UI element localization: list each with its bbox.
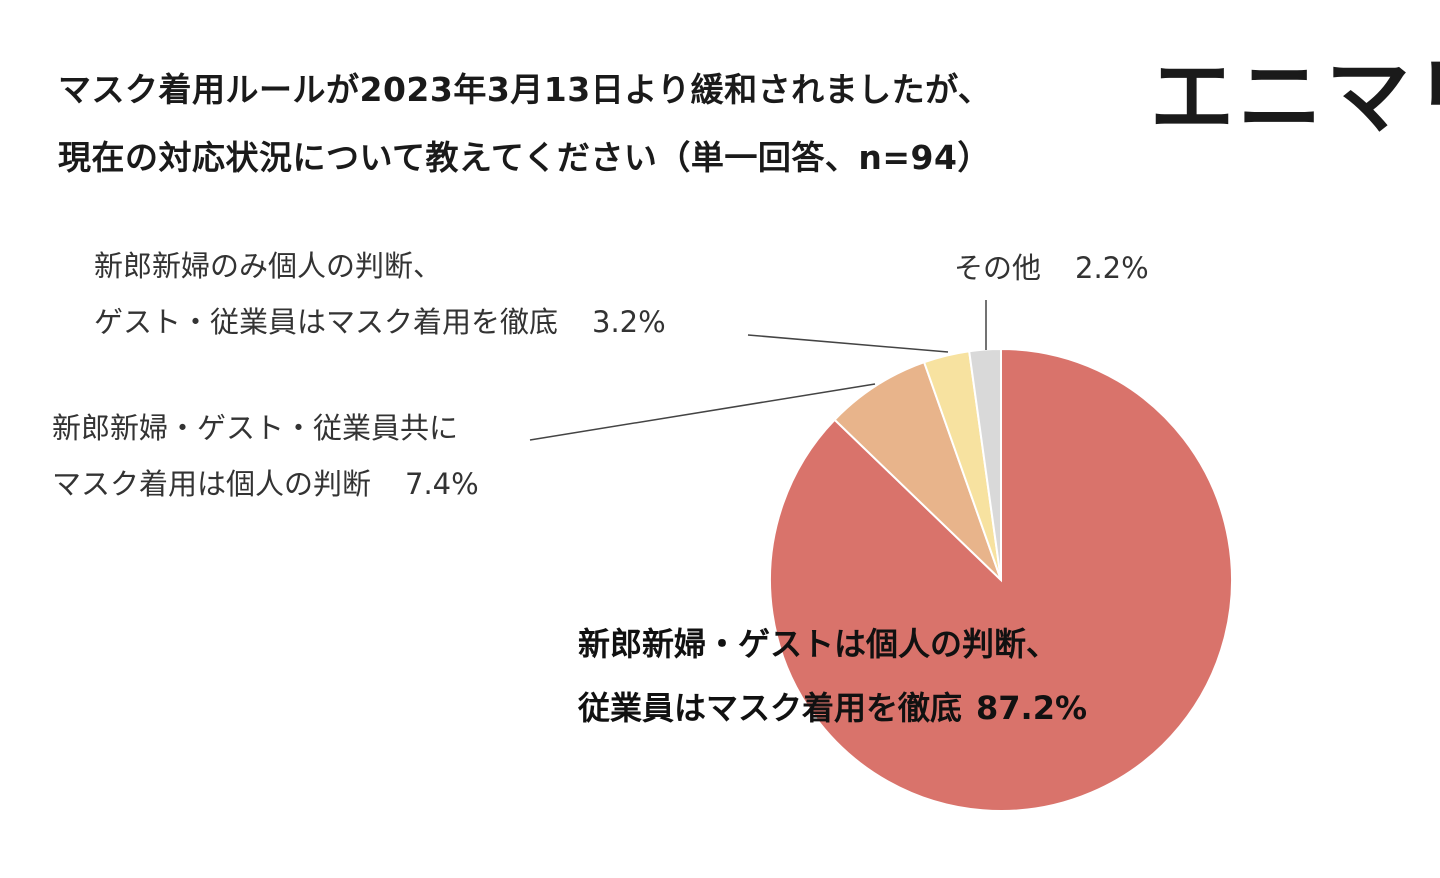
slice-value-1: 87.2% [976, 689, 1088, 727]
slice-label-2-line-1: 新郎新婦・ゲスト・従業員共に [52, 411, 459, 445]
slice-label-1-line-1: 新郎新婦・ゲストは個人の判断、 [578, 625, 1059, 663]
slice-label-4-text: その他 [954, 251, 1042, 285]
slice-label-1: 新郎新婦・ゲストは個人の判断、 従業員はマスク着用を徹底 87.2% [578, 612, 1087, 740]
slice-value-2: 7.4% [405, 467, 479, 501]
slice-label-2: 新郎新婦・ゲスト・従業員共に マスク着用は個人の判断 7.4% [52, 400, 479, 512]
slice-label-1-line-2: 従業員はマスク着用を徹底 87.2% [578, 676, 1087, 740]
slice-label-3-line-2: ゲスト・従業員はマスク着用を徹底 3.2% [94, 294, 666, 350]
leader-line-slice-3 [747, 334, 949, 353]
chart-title-line-1: マスク着用ルールが2023年3月13日より緩和されましたが、 [58, 70, 992, 109]
slice-label-3-text: ゲスト・従業員はマスク着用を徹底 [94, 305, 559, 339]
pie-slice-4 [968, 347, 1002, 581]
slice-value-3: 3.2% [592, 305, 666, 339]
brand-logo: エニマリ [1150, 48, 1440, 146]
pie-slices [769, 347, 1233, 812]
slice-label-4-line-1: その他 2.2% [954, 240, 1149, 296]
leader-lines [529, 300, 987, 441]
slice-label-4: その他 2.2% [954, 240, 1149, 296]
slice-value-4: 2.2% [1075, 251, 1149, 285]
slice-label-1-text: 従業員はマスク着用を徹底 [578, 689, 963, 727]
leader-line-slice-2 [529, 383, 876, 441]
slice-label-2-line-2: マスク着用は個人の判断 7.4% [52, 456, 479, 512]
slice-label-3-line-1: 新郎新婦のみ個人の判断、 [94, 249, 443, 283]
pie-slice-2 [833, 360, 1002, 581]
pie-slice-1 [769, 347, 1233, 812]
slice-label-2-text: マスク着用は個人の判断 [52, 467, 372, 501]
chart-title: マスク着用ルールが2023年3月13日より緩和されましたが、 現在の対応状況につ… [58, 56, 991, 192]
slice-label-3: 新郎新婦のみ個人の判断、 ゲスト・従業員はマスク着用を徹底 3.2% [94, 238, 666, 350]
chart-title-line-2: 現在の対応状況について教えてください（単一回答、n=94） [58, 138, 991, 177]
